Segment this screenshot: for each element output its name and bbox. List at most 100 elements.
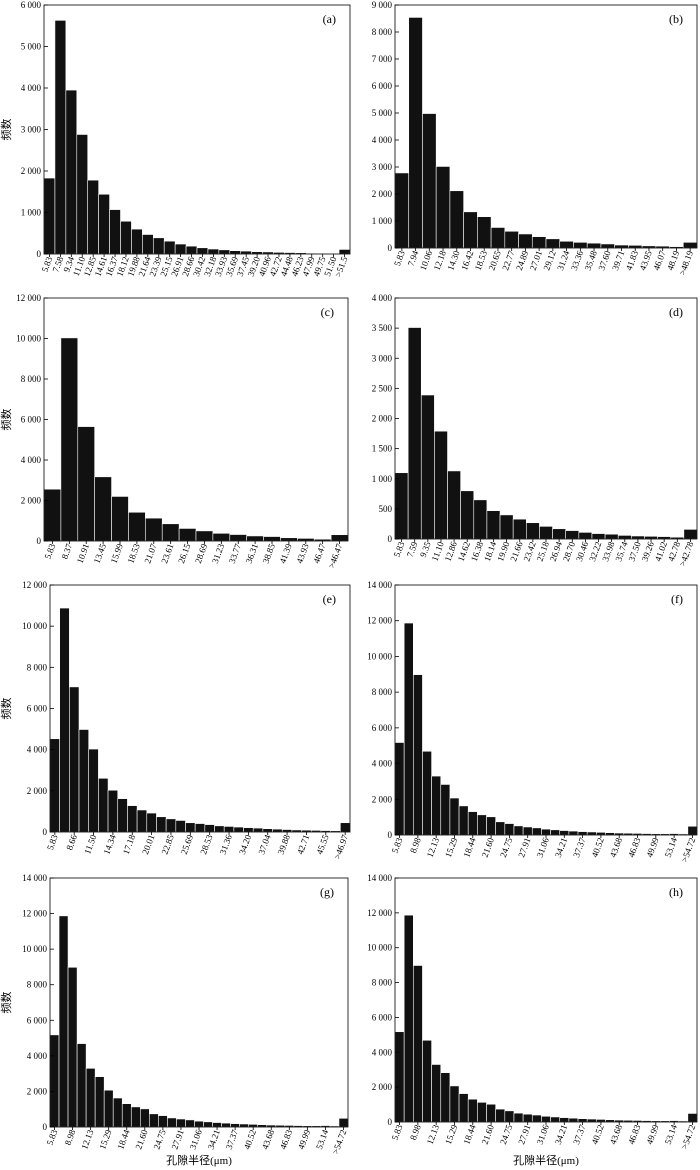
histogram-bar <box>467 1098 478 1123</box>
x-tick-label: 20.01 <box>140 833 156 855</box>
histogram-bar <box>88 748 99 833</box>
y-tick-label: 8 000 <box>27 980 48 990</box>
y-tick-label: 0 <box>388 243 393 253</box>
y-tick-label: 3 000 <box>21 125 42 135</box>
histogram-bar <box>565 530 580 540</box>
x-tick-label: 27.91 <box>516 1123 532 1145</box>
x-tick-label: 15.29 <box>443 1123 459 1146</box>
y-tick-label: 8 000 <box>372 687 393 697</box>
x-tick-label: 49.99 <box>644 836 660 859</box>
histogram-bar <box>158 1115 168 1128</box>
x-tick-label: 40.52 <box>589 1123 605 1145</box>
histogram-bar <box>434 430 448 540</box>
x-tick-label: 8.98 <box>408 1123 423 1142</box>
x-tick-label: 24.75 <box>498 836 514 859</box>
x-tick-label: 49.99 <box>644 1123 660 1146</box>
histogram-bar <box>156 816 167 833</box>
x-tick-label: 22.85 <box>160 833 176 856</box>
histogram-bar <box>403 622 414 836</box>
histogram-bar <box>394 172 410 249</box>
x-tick-label: 12.13 <box>425 836 441 859</box>
histogram-bar <box>495 1108 506 1123</box>
histogram-bar <box>204 824 215 833</box>
y-tick-label: 6 000 <box>21 0 42 10</box>
histogram-bar <box>67 966 78 1128</box>
histogram-bar <box>43 177 56 255</box>
histogram-bar <box>539 526 553 540</box>
histogram-bar <box>149 1113 159 1128</box>
x-tick-label: 40.52 <box>242 1128 258 1150</box>
histogram-bar <box>631 535 645 540</box>
histogram-bar <box>422 750 432 836</box>
histogram-bar <box>394 742 405 836</box>
histogram-bar <box>513 825 524 836</box>
histogram-bar <box>687 825 698 836</box>
histogram-bar <box>140 1108 150 1128</box>
y-tick-label: 2 000 <box>372 1082 393 1092</box>
x-tick-label: >54.72 <box>679 836 697 863</box>
x-tick-label: 43.68 <box>260 1128 276 1151</box>
x-tick-label: 33.77 <box>227 542 243 565</box>
x-tick-label: 43.68 <box>608 1123 624 1146</box>
histogram-bar <box>644 535 658 540</box>
histogram-bar <box>477 1102 487 1123</box>
histogram-bar <box>449 1085 460 1123</box>
histogram-bar <box>229 250 242 255</box>
histogram-bar <box>408 17 423 249</box>
y-tick-label: 1 000 <box>372 216 393 226</box>
histogram-bar <box>87 179 99 255</box>
histogram-bar <box>194 823 206 833</box>
x-tick-label: 8.98 <box>63 1128 78 1147</box>
histogram-bar <box>499 514 514 540</box>
histogram-bar <box>54 20 67 255</box>
histogram-bar <box>525 522 540 540</box>
histogram-bar <box>94 476 112 542</box>
histogram-bar <box>107 789 119 833</box>
histogram-bar <box>486 1103 496 1123</box>
histogram-bar <box>614 244 629 249</box>
x-tick-label: 8.98 <box>408 836 423 855</box>
histogram-bar <box>683 529 698 540</box>
histogram-bar <box>230 1123 240 1128</box>
x-tick-label: 15.29 <box>97 1128 113 1151</box>
x-tick-label: 8.66 <box>64 833 79 852</box>
histogram-bar <box>43 488 62 542</box>
y-tick-label: 4 000 <box>372 135 393 145</box>
x-tick-label: >46.47 <box>326 542 344 570</box>
histogram-bar <box>185 822 196 833</box>
histogram-bar <box>121 1103 132 1128</box>
histogram-bar <box>477 814 487 836</box>
x-tick-label: 21.07 <box>142 542 158 565</box>
histogram-bar <box>98 777 109 833</box>
panel-label: (d) <box>669 305 683 319</box>
panel-label: (e) <box>323 592 336 606</box>
y-tick-label: 0 <box>43 827 48 837</box>
x-tick-label: 26.15 <box>176 542 192 565</box>
histogram-bar <box>239 1123 249 1128</box>
x-tick-label: 12.13 <box>79 1128 95 1151</box>
histogram-bar <box>550 829 561 836</box>
histogram-bar <box>111 496 129 542</box>
histogram-bar <box>60 337 79 542</box>
histogram-bar <box>687 1113 698 1123</box>
x-tick-label: 43.93 <box>294 542 310 565</box>
histogram-bar <box>252 827 264 833</box>
y-tick-label: 0 <box>43 1122 48 1132</box>
x-tick-label: 12.13 <box>425 1123 441 1146</box>
x-tick-label: 23.61 <box>159 542 175 564</box>
y-tick-label: 14 000 <box>22 873 47 883</box>
y-tick-label: 3 000 <box>372 162 393 172</box>
histogram-bar <box>127 805 138 833</box>
histogram-bar <box>98 193 110 255</box>
histogram-bar <box>65 89 78 255</box>
y-tick-label: 14 000 <box>367 873 392 883</box>
x-tick-label: 24.75 <box>498 1123 514 1146</box>
histogram-bar <box>541 828 551 836</box>
histogram-bar <box>531 827 542 836</box>
histogram-bar <box>577 1118 588 1123</box>
histogram-bar <box>212 532 231 542</box>
histogram-bar <box>49 1034 60 1128</box>
chart-panel-c: 0 2 000 4 000 6 000 8 000 10 000 12 000 5.83 8.3… <box>0 293 349 570</box>
histogram-bar <box>495 821 506 836</box>
histogram-bar <box>504 230 519 249</box>
